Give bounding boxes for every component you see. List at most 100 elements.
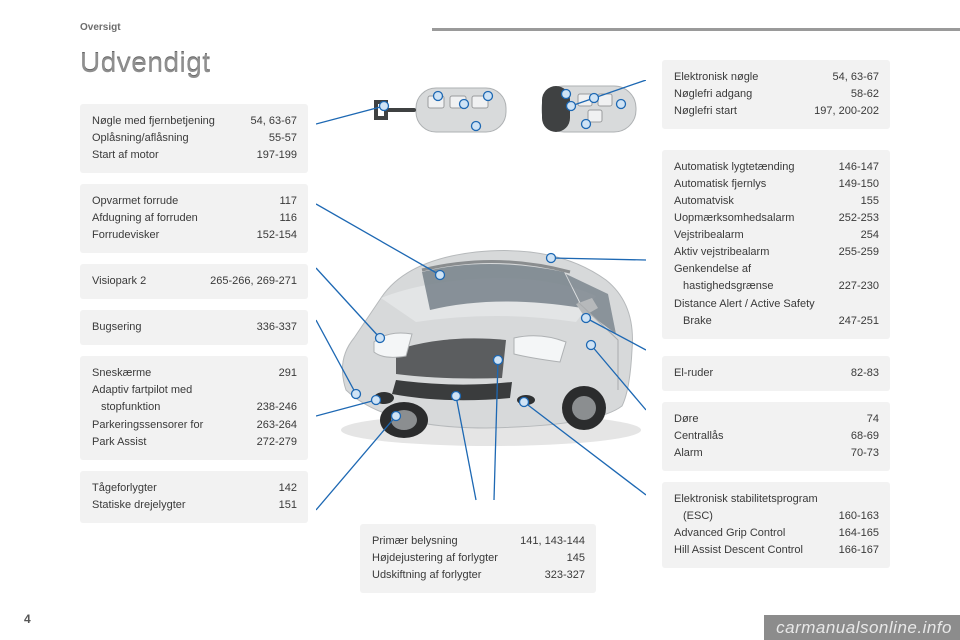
info-row: Højdejustering af forlygter145 [372,550,585,567]
row-label: Opvarmet forrude [92,193,279,210]
info-box: Tågeforlygter142Statiske drejelygter151 [80,471,308,523]
info-box: Bugsering336-337 [80,310,308,345]
row-pages: 160-163 [839,508,879,525]
row-pages: 227-230 [839,278,879,295]
info-row: Brake247-251 [674,313,879,330]
row-label: Elektronisk stabilitetsprogram [674,491,879,508]
info-box: Sneskærme291Adaptiv fartpilot medstopfun… [80,356,308,459]
row-pages: 82-83 [851,365,879,382]
row-label: Vejstribealarm [674,227,861,244]
info-row: Nøglefri start197, 200-202 [674,103,879,120]
info-row: Døre74 [674,411,879,428]
info-box: Nøgle med fjernbetjening54, 63-67Oplåsni… [80,104,308,173]
left-column: Nøgle med fjernbetjening54, 63-67Oplåsni… [80,104,308,620]
info-row: Centrallås68-69 [674,428,879,445]
row-pages: 54, 63-67 [251,113,297,130]
info-row: Vejstribealarm254 [674,227,879,244]
info-row: Genkendelse af [674,261,879,278]
info-row: Statiske drejelygter151 [92,497,297,514]
row-label: Automatisk fjernlys [674,176,839,193]
row-pages: 166-167 [839,542,879,559]
row-label: hastighedsgrænse [674,278,839,295]
info-row: Forrudevisker152-154 [92,227,297,244]
row-label: Bugsering [92,319,257,336]
manual-page: Oversigt Udvendigt Nøgle med fjernbetjen… [0,0,960,640]
info-row: Nøgle med fjernbetjening54, 63-67 [92,113,297,130]
row-pages: 255-259 [839,244,879,261]
row-label: Nøglefri start [674,103,814,120]
info-row: stopfunktion238-246 [92,399,297,416]
info-row: Parkeringssensorer for263-264 [92,417,297,434]
row-pages: 263-264 [257,417,297,434]
row-label: Alarm [674,445,851,462]
row-label: El-ruder [674,365,851,382]
row-label: Sneskærme [92,365,279,382]
info-row: Sneskærme291 [92,365,297,382]
row-pages: 70-73 [851,445,879,462]
info-row: Tågeforlygter142 [92,480,297,497]
info-row: Elektronisk stabilitetsprogram [674,491,879,508]
info-row: Oplåsning/aflåsning55-57 [92,130,297,147]
row-label: Nøglefri adgang [674,86,851,103]
info-row: Aktiv vejstribealarm255-259 [674,244,879,261]
row-label: Advanced Grip Control [674,525,839,542]
info-box: Visiopark 2265-266, 269-271 [80,264,308,299]
row-label: Oplåsning/aflåsning [92,130,269,147]
info-row: Opvarmet forrude117 [92,193,297,210]
info-row: Start af motor197-199 [92,147,297,164]
row-label: Forrudevisker [92,227,257,244]
row-label: Tågeforlygter [92,480,279,497]
info-row: Automatisk lygtetænding146-147 [674,159,879,176]
watermark: carmanualsonline.info [764,615,960,640]
row-pages: 155 [861,193,879,210]
row-label: Automatisk lygtetænding [674,159,839,176]
info-row: Adaptiv fartpilot med [92,382,297,399]
row-pages: 117 [279,193,297,210]
info-row: Uopmærksomhedsalarm252-253 [674,210,879,227]
info-row: Nøglefri adgang58-62 [674,86,879,103]
info-box: Elektronisk stabilitetsprogram(ESC)160-1… [662,482,890,568]
row-pages: 197-199 [257,147,297,164]
info-row: Udskiftning af forlygter323-327 [372,567,585,584]
page-number: 4 [24,612,31,626]
row-label: Statiske drejelygter [92,497,279,514]
info-box: Elektronisk nøgle54, 63-67Nøglefri adgan… [662,60,890,129]
row-pages: 145 [567,550,585,567]
row-pages: 151 [279,497,297,514]
info-row: Visiopark 2265-266, 269-271 [92,273,297,290]
row-label: (ESC) [674,508,839,525]
row-label: Centrallås [674,428,851,445]
row-label: Hill Assist Descent Control [674,542,839,559]
row-label: Genkendelse af [674,261,879,278]
row-pages: 146-147 [839,159,879,176]
top-rule [432,28,960,31]
row-label: Aktiv vejstribealarm [674,244,839,261]
row-pages: 238-246 [257,399,297,416]
info-row: Park Assist272-279 [92,434,297,451]
row-label: Udskiftning af forlygter [372,567,545,584]
row-pages: 141, 143-144 [520,533,585,550]
row-pages: 336-337 [257,319,297,336]
row-pages: 54, 63-67 [833,69,879,86]
row-label: Parkeringssensorer for [92,417,257,434]
info-box: Automatisk lygtetænding146-147Automatisk… [662,150,890,338]
info-row: Afdugning af forruden116 [92,210,297,227]
info-row: Elektronisk nøgle54, 63-67 [674,69,879,86]
row-pages: 58-62 [851,86,879,103]
info-row: Primær belysning141, 143-144 [372,533,585,550]
row-pages: 74 [867,411,879,428]
row-pages: 68-69 [851,428,879,445]
row-label: Uopmærksomhedsalarm [674,210,839,227]
row-pages: 247-251 [839,313,879,330]
row-label: Elektronisk nøgle [674,69,833,86]
row-label: Døre [674,411,867,428]
info-box: Døre74Centrallås68-69Alarm70-73 [662,402,890,471]
info-row: Automatisk fjernlys149-150 [674,176,879,193]
info-row: Bugsering336-337 [92,319,297,336]
row-pages: 116 [279,210,297,227]
info-row: Distance Alert / Active Safety [674,296,879,313]
row-label: Visiopark 2 [92,273,210,290]
info-box: Opvarmet forrude117Afdugning af forruden… [80,184,308,253]
info-box: El-ruder82-83 [662,356,890,391]
row-label: Primær belysning [372,533,520,550]
